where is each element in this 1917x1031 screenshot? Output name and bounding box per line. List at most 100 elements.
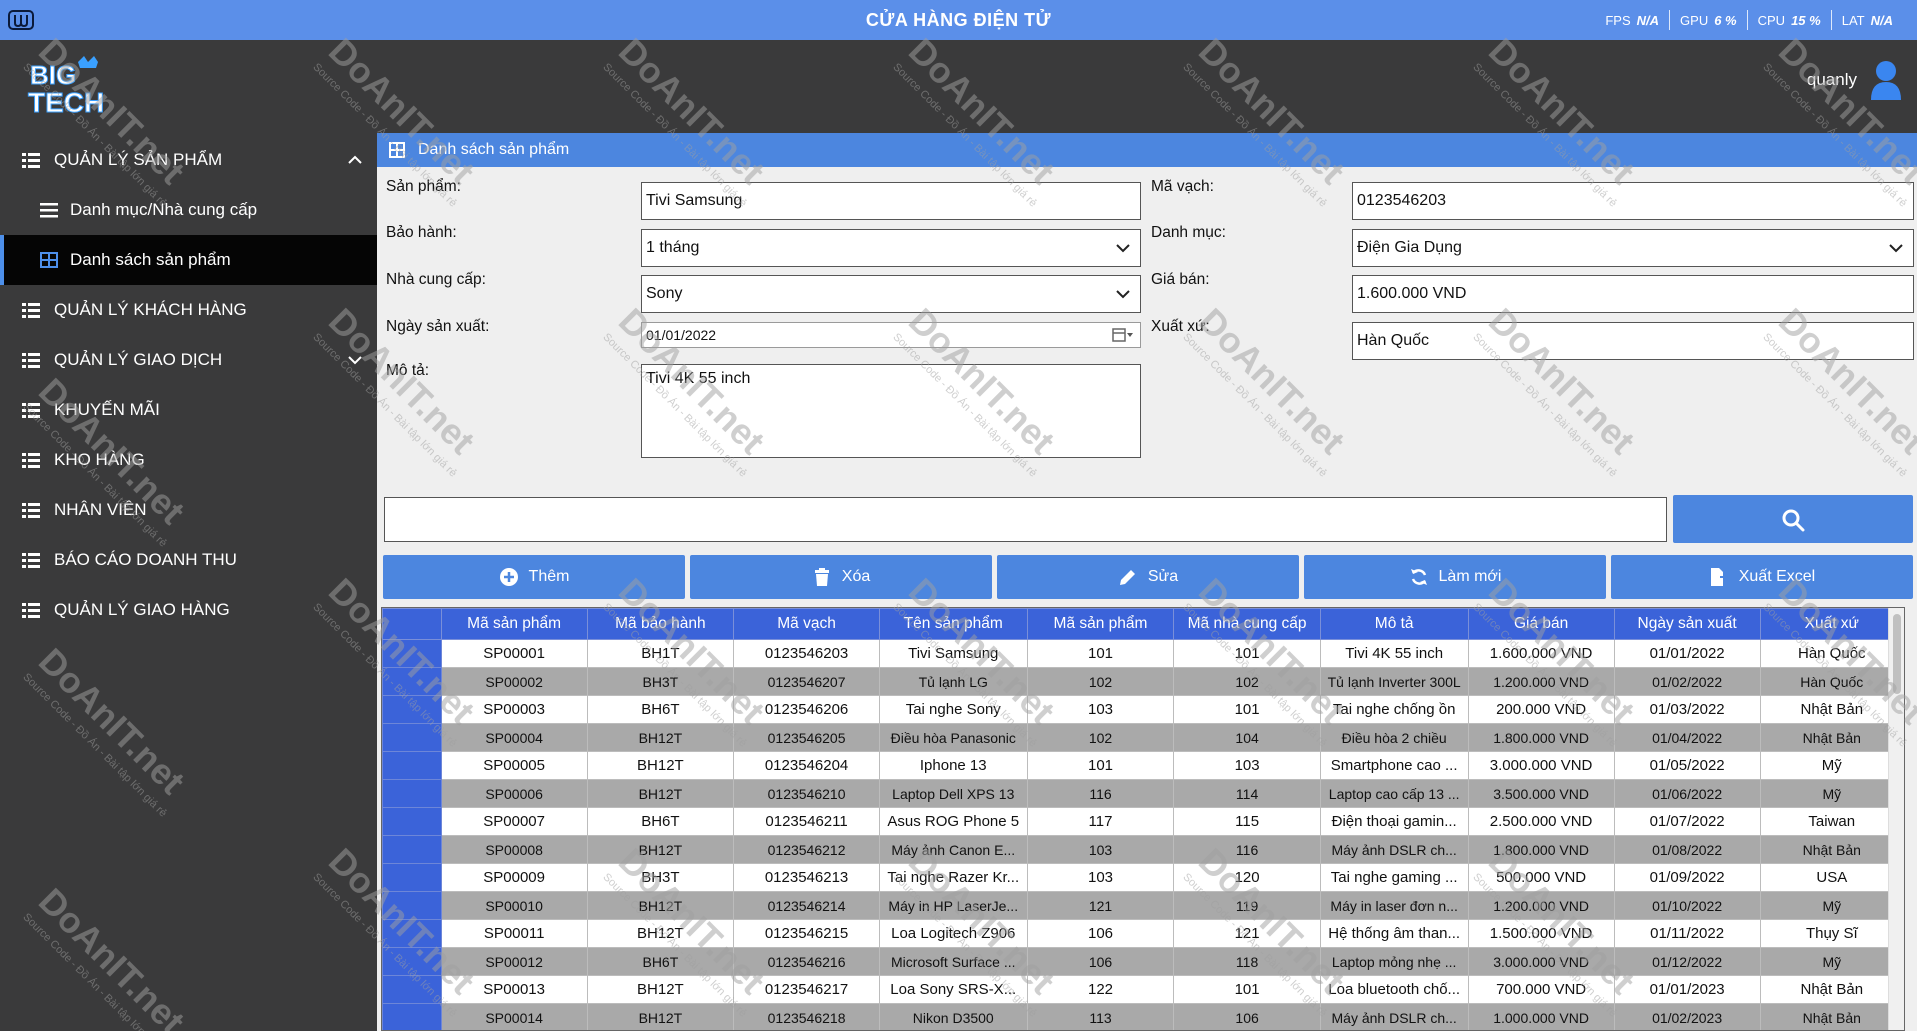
table-cell[interactable]: 103	[1173, 751, 1321, 780]
table-row[interactable]: SP00011 BH12T 0123546215 Loa Logitech Z906 1…	[382, 919, 1904, 948]
table-cell[interactable]: 103	[1026, 695, 1175, 724]
table-cell[interactable]: 0123546204	[733, 751, 880, 780]
table-cell[interactable]: BH6T	[586, 695, 735, 724]
table-cell[interactable]: Máy ảnh Canon E...	[878, 835, 1028, 864]
table-cell[interactable]: 0123546212	[733, 835, 880, 864]
table-cell[interactable]: Tai nghe Razer Kr...	[878, 863, 1028, 892]
sidebar-item-promotions[interactable]: KHUYẾN MÃI	[0, 385, 377, 435]
refresh-button[interactable]: Làm mới	[1304, 555, 1606, 599]
table-cell[interactable]: 106	[1173, 1003, 1321, 1030]
table-cell[interactable]: 0123546207	[733, 667, 880, 696]
table-cell[interactable]: 01/01/2023	[1613, 975, 1761, 1004]
table-cell[interactable]: 102	[1173, 667, 1321, 696]
row-header[interactable]	[382, 751, 442, 780]
table-row[interactable]: SP00003 BH6T 0123546206 Tai nghe Sony 103 101…	[382, 695, 1904, 724]
table-cell[interactable]: 0123546214	[733, 891, 880, 920]
table-cell[interactable]: SP00007	[440, 807, 588, 836]
table-cell[interactable]: Tivi Samsung	[878, 639, 1028, 668]
table-cell[interactable]: 1.600.000 VND	[1467, 639, 1615, 668]
table-cell[interactable]: Máy ảnh DSLR ch...	[1319, 1003, 1469, 1030]
table-cell[interactable]: 1.500.000 VND	[1467, 919, 1615, 948]
table-cell[interactable]: BH12T	[586, 751, 735, 780]
vertical-scrollbar[interactable]	[1888, 608, 1904, 1030]
table-cell[interactable]: 103	[1026, 835, 1175, 864]
table-cell[interactable]: Mỹ	[1759, 779, 1904, 808]
row-header[interactable]	[382, 919, 442, 948]
table-cell[interactable]: 1.800.000 VND	[1467, 835, 1615, 864]
table-cell[interactable]: 113	[1026, 1003, 1175, 1030]
edit-button[interactable]: Sửa	[997, 555, 1299, 599]
table-cell[interactable]: Máy ảnh DSLR ch...	[1319, 835, 1469, 864]
table-cell[interactable]: Tai nghe Sony	[878, 695, 1028, 724]
table-cell[interactable]: 01/07/2022	[1613, 807, 1761, 836]
table-cell[interactable]: Điều hòa 2 chiều	[1319, 723, 1469, 752]
row-header[interactable]	[382, 835, 442, 864]
table-cell[interactable]: 102	[1026, 723, 1175, 752]
table-cell[interactable]: SP00003	[440, 695, 588, 724]
sidebar-item-revenue-report[interactable]: BÁO CÁO DOANH THU	[0, 535, 377, 585]
table-cell[interactable]: BH3T	[586, 667, 735, 696]
table-cell[interactable]: 3.000.000 VND	[1467, 947, 1615, 976]
column-header[interactable]: Mã nhà cung cấp	[1173, 608, 1321, 640]
table-row[interactable]: SP00006 BH12T 0123546210 Laptop Dell XPS 13…	[382, 779, 1904, 808]
sidebar-item-warehouse[interactable]: KHO HÀNG	[0, 435, 377, 485]
mfg-date-picker[interactable]: 01/01/2022	[641, 322, 1141, 348]
table-cell[interactable]: 1.200.000 VND	[1467, 667, 1615, 696]
table-cell[interactable]: 115	[1173, 807, 1321, 836]
product-table[interactable]: Mã sản phẩm Mã bảo hành Mã vạch Tên sản phẩ…	[381, 607, 1905, 1031]
table-cell[interactable]: BH12T	[586, 835, 735, 864]
table-cell[interactable]: 01/08/2022	[1613, 835, 1761, 864]
table-cell[interactable]: Iphone 13	[878, 751, 1028, 780]
table-row[interactable]: SP00004 BH12T 0123546205 Điều hòa Panasonic…	[382, 723, 1904, 752]
barcode-field[interactable]: 0123546203	[1352, 182, 1914, 220]
table-cell[interactable]: 120	[1173, 863, 1321, 892]
table-cell[interactable]: SP00002	[440, 667, 588, 696]
search-input[interactable]	[384, 497, 1667, 542]
row-header[interactable]	[382, 723, 442, 752]
table-cell[interactable]: 101	[1026, 751, 1175, 780]
row-header[interactable]	[382, 695, 442, 724]
table-cell[interactable]: Loa Sony SRS-X...	[878, 975, 1028, 1004]
search-button[interactable]	[1673, 495, 1913, 543]
calendar-icon[interactable]	[1112, 328, 1134, 342]
sidebar-item-employees[interactable]: NHÂN VIÊN	[0, 485, 377, 535]
product-name-field[interactable]: Tivi Samsung	[641, 182, 1141, 220]
table-cell[interactable]: 121	[1026, 891, 1175, 920]
table-cell[interactable]: BH12T	[586, 975, 735, 1004]
table-cell[interactable]: 0123546215	[733, 919, 880, 948]
table-cell[interactable]: Điện thoại gamin...	[1319, 807, 1469, 836]
table-cell[interactable]: 500.000 VND	[1467, 863, 1615, 892]
table-cell[interactable]: 117	[1026, 807, 1175, 836]
column-header[interactable]: Ngày sản xuất	[1613, 608, 1761, 640]
table-cell[interactable]: 0123546218	[733, 1003, 880, 1030]
table-cell[interactable]: 0123546211	[733, 807, 880, 836]
table-row[interactable]: SP00002 BH3T 0123546207 Tủ lạnh LG 102 102 Tủ …	[382, 667, 1904, 696]
table-row[interactable]: SP00008 BH12T 0123546212 Máy ảnh Canon E...…	[382, 835, 1904, 864]
table-cell[interactable]: Asus ROG Phone 5	[878, 807, 1028, 836]
table-cell[interactable]: Tủ lạnh LG	[878, 667, 1028, 696]
table-cell[interactable]: SP00014	[440, 1003, 588, 1030]
table-cell[interactable]: BH12T	[586, 1003, 735, 1030]
table-cell[interactable]: BH12T	[586, 919, 735, 948]
table-cell[interactable]: Nhật Bản	[1759, 835, 1904, 864]
table-cell[interactable]: Smartphone cao ...	[1319, 751, 1469, 780]
table-cell[interactable]: 1.800.000 VND	[1467, 723, 1615, 752]
table-cell[interactable]: 101	[1173, 639, 1321, 668]
table-row[interactable]: SP00005 BH12T 0123546204 Iphone 13 101 103 Sma…	[382, 751, 1904, 780]
table-cell[interactable]: 01/03/2022	[1613, 695, 1761, 724]
table-cell[interactable]: 118	[1173, 947, 1321, 976]
table-cell[interactable]: Máy in laser đơn n...	[1319, 891, 1469, 920]
table-cell[interactable]: Điều hòa Panasonic	[878, 723, 1028, 752]
table-cell[interactable]: BH6T	[586, 807, 735, 836]
table-cell[interactable]: 116	[1026, 779, 1175, 808]
table-row[interactable]: SP00001 BH1T 0123546203 Tivi Samsung 101 101 T…	[382, 639, 1904, 668]
table-cell[interactable]: USA	[1759, 863, 1904, 892]
description-textarea[interactable]: Tivi 4K 55 inch	[641, 364, 1141, 458]
table-cell[interactable]: Nhật Bản	[1759, 1003, 1904, 1030]
column-header[interactable]: Mã sản phẩm	[440, 608, 588, 640]
table-cell[interactable]: 104	[1173, 723, 1321, 752]
table-cell[interactable]: 0123546203	[733, 639, 880, 668]
table-cell[interactable]: Laptop cao cấp 13 ...	[1319, 779, 1469, 808]
table-cell[interactable]: Mỹ	[1759, 751, 1904, 780]
table-cell[interactable]: 3.000.000 VND	[1467, 751, 1615, 780]
